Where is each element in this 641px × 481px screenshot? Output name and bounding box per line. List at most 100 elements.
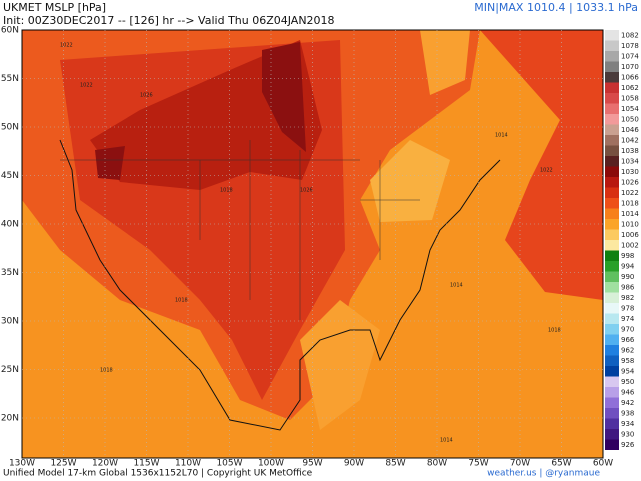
colorbar-swatch bbox=[605, 439, 619, 450]
pressure-area bbox=[95, 146, 125, 180]
colorbar-label: 934 bbox=[621, 420, 635, 428]
isobar-label: 1018 bbox=[220, 188, 233, 194]
colorbar-label: 926 bbox=[621, 441, 635, 449]
colorbar-label: 1014 bbox=[621, 210, 639, 218]
colorbar-swatch bbox=[605, 145, 619, 156]
colorbar-swatch bbox=[605, 355, 619, 366]
colorbar-label: 974 bbox=[621, 315, 635, 323]
min-max: MIN|MAX 1010.4 | 1033.1 hPa bbox=[474, 1, 638, 14]
pressure-area bbox=[420, 30, 470, 95]
colorbar-label: 954 bbox=[621, 367, 635, 375]
colorbar-label: 1062 bbox=[621, 84, 639, 92]
colorbar-label: 1066 bbox=[621, 73, 639, 81]
lat-label: 30N bbox=[1, 317, 19, 327]
colorbar-label: 1054 bbox=[621, 105, 639, 113]
isobar-label: 1022 bbox=[80, 83, 93, 89]
lat-label: 20N bbox=[1, 414, 19, 424]
colorbar-swatch bbox=[605, 250, 619, 261]
colorbar-label: 942 bbox=[621, 399, 634, 407]
colorbar-swatch bbox=[605, 397, 619, 408]
colorbar-swatch bbox=[605, 187, 619, 198]
colorbar-label: 998 bbox=[621, 252, 634, 260]
lon-label: 65W bbox=[551, 459, 571, 469]
pressure-area bbox=[300, 300, 380, 430]
colorbar-label: 958 bbox=[621, 357, 634, 365]
colorbar-label: 1078 bbox=[621, 42, 639, 50]
lon-label: 130W bbox=[9, 459, 35, 469]
colorbar-swatch bbox=[605, 418, 619, 429]
colorbar-label: 946 bbox=[621, 388, 635, 396]
isobar-label: 1026 bbox=[140, 93, 153, 99]
colorbar-label: 1034 bbox=[621, 157, 639, 165]
colorbar-label: 1082 bbox=[621, 31, 639, 39]
borders bbox=[60, 140, 420, 320]
isobar-label: 1014 bbox=[450, 283, 463, 289]
title: UKMET MSLP [hPa] bbox=[3, 1, 106, 14]
colorbar-swatch bbox=[605, 177, 619, 188]
lon-label: 60W bbox=[593, 459, 613, 469]
colorbar-swatch bbox=[605, 303, 619, 314]
colorbar-swatch bbox=[605, 93, 619, 104]
colorbar-label: 1042 bbox=[621, 136, 639, 144]
colorbar-label: 950 bbox=[621, 378, 634, 386]
colorbar-label: 1070 bbox=[621, 63, 639, 71]
colorbar-label: 982 bbox=[621, 294, 634, 302]
colorbar-label: 930 bbox=[621, 430, 634, 438]
colorbar-label: 970 bbox=[621, 325, 634, 333]
isobar-label: 1022 bbox=[540, 168, 553, 174]
colorbar-label: 986 bbox=[621, 283, 635, 291]
colorbar-swatch bbox=[605, 72, 619, 83]
lon-label: 85W bbox=[385, 459, 405, 469]
colorbar-label: 1018 bbox=[621, 199, 639, 207]
colorbar-swatch bbox=[605, 387, 619, 398]
colorbar-swatch bbox=[605, 30, 619, 41]
colorbar-label: 1010 bbox=[621, 220, 639, 228]
lat-label: 60N bbox=[1, 26, 19, 36]
colorbar-swatch bbox=[605, 219, 619, 230]
colorbar-swatch bbox=[605, 103, 619, 114]
colorbar-swatch bbox=[605, 135, 619, 146]
colorbar-swatch bbox=[605, 61, 619, 72]
pressure-area bbox=[370, 140, 450, 222]
colorbar-label: 1006 bbox=[621, 231, 639, 239]
footer-left: Unified Model 17-km Global 1536x1152L70 … bbox=[3, 469, 313, 479]
colorbar-swatch bbox=[605, 114, 619, 125]
colorbar-label: 1026 bbox=[621, 178, 639, 186]
lon-label: 120W bbox=[92, 459, 118, 469]
colorbar-swatch bbox=[605, 376, 619, 387]
lon-label: 110W bbox=[175, 459, 201, 469]
colorbar-swatch bbox=[605, 429, 619, 440]
colorbar-swatch bbox=[605, 282, 619, 293]
coastline bbox=[59, 139, 501, 431]
isobar-label: 1018 bbox=[100, 368, 113, 374]
isobar-label: 1014 bbox=[495, 133, 508, 139]
colorbar-swatch bbox=[605, 124, 619, 135]
lat-label: 50N bbox=[1, 123, 19, 133]
lon-label: 115W bbox=[133, 459, 159, 469]
colorbar-label: 994 bbox=[621, 262, 635, 270]
colorbar-swatch bbox=[605, 156, 619, 167]
colorbar-swatch bbox=[605, 271, 619, 282]
colorbar-label: 962 bbox=[621, 346, 634, 354]
lon-label: 95W bbox=[302, 459, 322, 469]
colorbar-label: 1022 bbox=[621, 189, 639, 197]
lon-label: 125W bbox=[50, 459, 76, 469]
colorbar-label: 938 bbox=[621, 409, 634, 417]
colorbar-swatch bbox=[605, 40, 619, 51]
lon-label: 105W bbox=[216, 459, 242, 469]
isobar-label: 1026 bbox=[300, 188, 313, 194]
pressure-area bbox=[480, 30, 603, 300]
lat-label: 40N bbox=[1, 220, 19, 230]
colorbar-swatch bbox=[605, 208, 619, 219]
lat-label: 45N bbox=[1, 171, 19, 181]
pressure-area bbox=[262, 42, 306, 152]
colorbar-swatch bbox=[605, 82, 619, 93]
colorbar-swatch bbox=[605, 261, 619, 272]
lon-label: 100W bbox=[258, 459, 284, 469]
subtitle: Init: 00Z30DEC2017 -- [126] hr --> Valid… bbox=[3, 14, 335, 27]
colorbar-label: 978 bbox=[621, 304, 634, 312]
colorbar-label: 1046 bbox=[621, 126, 639, 134]
colorbar-swatch bbox=[605, 292, 619, 303]
lon-label: 90W bbox=[344, 459, 364, 469]
